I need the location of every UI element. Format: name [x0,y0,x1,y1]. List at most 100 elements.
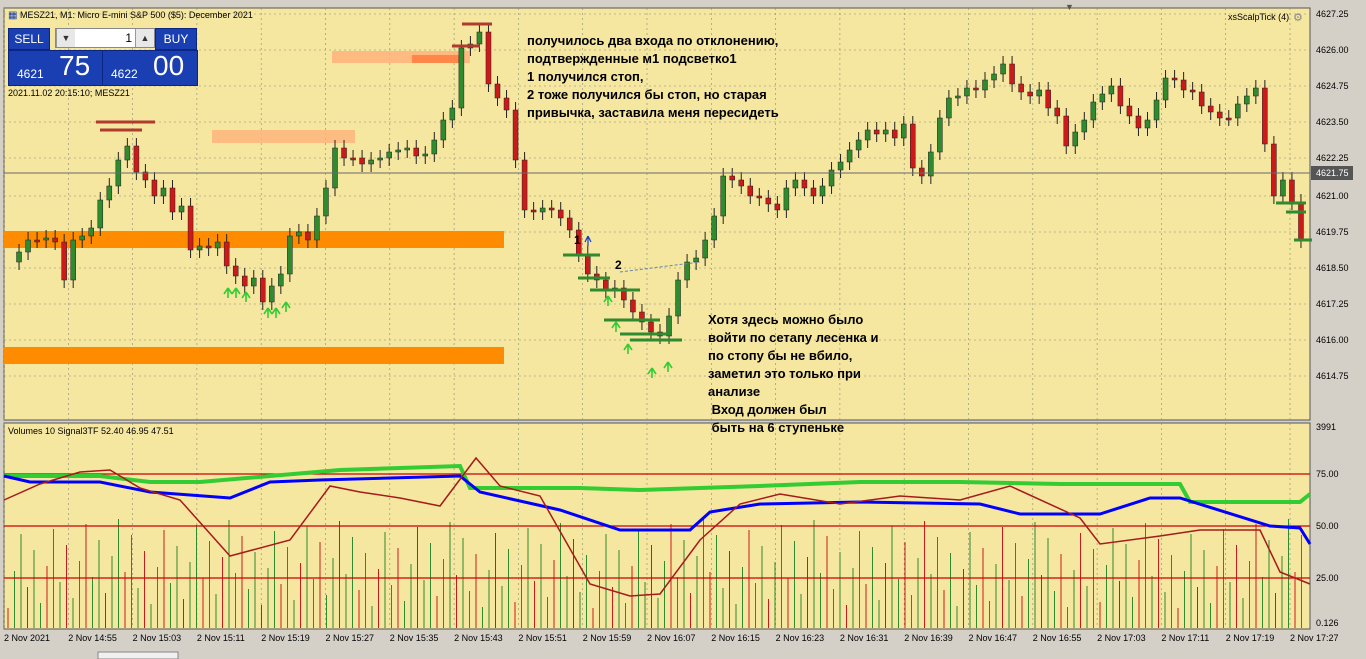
up-arrow-icon [647,367,657,378]
signal-blue-line [3,474,1312,545]
candle-body [287,235,293,275]
candle-body [666,315,672,337]
candle-body [395,149,401,153]
chart-tab[interactable] [97,651,179,659]
candle-body [693,257,699,263]
candle-body [557,209,564,219]
candle-body [1226,117,1232,121]
chart-settings-icon[interactable]: ⚙ [1293,12,1303,24]
price-axis-label: 4626.00 [1316,45,1349,55]
lots-down-icon[interactable]: ▼ [56,29,75,47]
candle-body [422,153,429,157]
candle-body [350,157,356,161]
candle-body [1207,105,1214,113]
candle-body [133,145,140,173]
bottom-annotation: Хотя здесь можно было войти по сетапу ле… [708,312,879,399]
candle-body [1298,201,1304,241]
server-time-label: 2021.11.02 20:15:10; MESZ21 [8,88,130,98]
lots-up-icon[interactable]: ▲ [135,29,154,47]
candle-body [458,47,465,109]
entry-2-label: 2 [615,258,622,272]
candle-body [512,109,519,161]
price-axis-label: 4618.50 [1316,263,1349,273]
candle-body [332,147,338,189]
candle-body [1126,105,1133,117]
time-axis-label: 2 Nov 16:47 [969,633,1018,643]
candle-body [1000,63,1006,75]
candle-body [891,129,898,139]
candle-body [1153,99,1160,121]
one-click-trading-panel: SELL ▼ 1 ▲ BUY 4621 75 4622 00 [5,25,198,87]
time-axis-label: 2 Nov 15:43 [454,633,503,643]
candle-body [1072,131,1079,147]
sell-price[interactable]: 4621 75 [8,50,104,86]
candle-body [52,237,58,243]
candle-body [1244,95,1250,105]
candle-body [314,215,320,241]
sell-button[interactable]: SELL [8,28,50,50]
candle-body [196,245,203,251]
up-arrow-icon [231,287,241,298]
buy-price[interactable]: 4622 00 [102,50,198,86]
candle-body [639,311,645,323]
step-annotation: Вход должен был быть на 6 ступеньке [711,402,845,435]
candle-body [1090,101,1097,121]
indicator-axis-label: 0.126 [1316,618,1339,628]
price-axis-label: 4619.75 [1316,227,1349,237]
up-arrow-icon [611,321,621,332]
candle-body [810,187,817,197]
lots-stepper[interactable]: ▼ 1 ▲ [55,28,155,48]
candle-body [765,197,772,205]
indicator-axis-label: 50.00 [1316,521,1339,531]
candle-body [151,179,158,197]
candle-body [1135,115,1142,129]
time-axis-label: 2 Nov 15:27 [326,633,375,643]
candle-body [738,179,744,187]
candle-body [251,277,257,287]
support-zone [4,347,504,364]
time-axis-label: 2 Nov 2021 [4,633,50,643]
window-title: MESZ21, M1: Micro E-mini S&P 500 ($5): D… [20,10,253,20]
candle-body [341,147,347,159]
candle-body [774,203,781,211]
time-axis-label: 2 Nov 15:03 [133,633,182,643]
price-axis-label: 4614.75 [1316,371,1349,381]
candle-body [205,245,212,249]
time-axis-label: 2 Nov 15:35 [390,633,439,643]
price-axis-label: 4617.25 [1316,299,1349,309]
candle-body [70,239,76,281]
buy-button[interactable]: BUY [155,28,197,50]
candle-body [747,185,754,197]
sell-price-big: 75 [59,50,91,81]
current-price-text: 4621.75 [1316,168,1349,178]
candle-body [269,285,275,303]
up-arrow-icon [271,307,281,318]
sell-price-small: 4621 [17,67,44,81]
candle-body [34,239,40,243]
candle-body [530,209,537,213]
lots-value[interactable]: 1 [125,31,132,45]
candle-body [79,235,85,241]
signal-green-line [4,463,1312,504]
indicator-lines [3,456,1312,628]
resistance-zone [412,55,464,63]
candle-body [566,217,573,231]
candle-body [404,147,410,151]
candle-body [449,107,456,121]
candle-body [1108,85,1115,95]
candle-body [964,87,970,97]
candle-body [1027,91,1033,97]
candle-body [937,117,943,153]
candle-body [1262,87,1268,145]
time-axis-label: 2 Nov 16:55 [1033,633,1082,643]
candle-body [864,129,871,141]
scroll-handle-icon[interactable]: ▼ [1065,2,1074,12]
price-axis-label: 4627.25 [1316,9,1349,19]
candle-body [16,251,22,263]
candle-body [539,207,546,213]
up-arrow-icon [263,307,273,318]
candle-body [1271,143,1277,197]
candle-body [485,31,492,85]
candle-body [359,157,365,165]
